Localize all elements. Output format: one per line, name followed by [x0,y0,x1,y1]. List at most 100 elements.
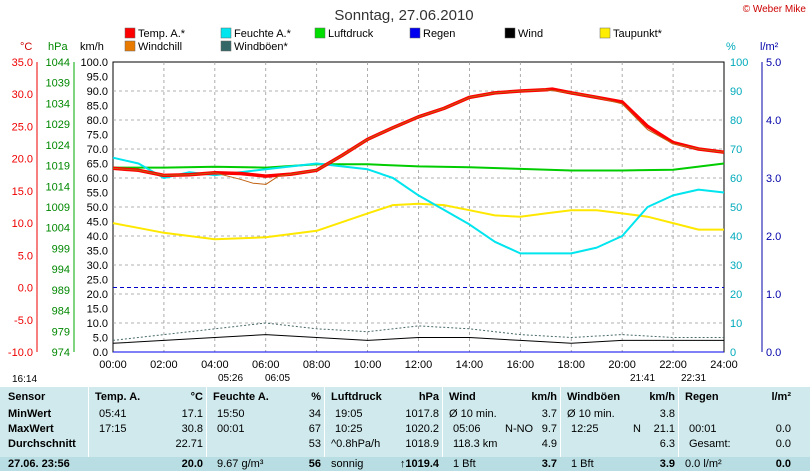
boeen-max-dir: N [633,423,641,435]
x-tick-label: 24:00 [710,359,738,371]
feuchte-unit: % [311,391,321,403]
humidity-tick-label: 60 [730,173,742,185]
wind-tick-label: 0.0 [93,347,108,359]
pressure-tick-label: 1039 [46,78,70,90]
wind-tick-label: 50.0 [87,202,108,214]
druck-max-time: 10:25 [335,423,363,435]
legend-swatch [504,27,516,39]
druck-trend: ^0.8hPa/h [331,438,381,450]
humidity-tick-label: 70 [730,144,742,156]
temp-tick-label: -10.0 [8,347,33,359]
series-line-wind [112,334,724,344]
series-line-luftdruck [113,162,725,172]
boeen-header: Windböen [567,391,621,403]
pressure-tick-label: 1044 [46,57,70,69]
temp-unit: °C [190,391,203,403]
time-marker-label: 21:41 [630,373,655,384]
wind-tick-label: 70.0 [87,144,108,156]
x-tick-label: 02:00 [150,359,178,371]
feuchte-min: 34 [308,408,321,420]
time-marker-label: 06:05 [265,373,290,384]
wind-tick-label: 55.0 [87,188,108,200]
wind-max-dir: N-NO [505,423,534,435]
feuchte-now: 56 [308,458,321,470]
wind-tick-label: 100.0 [80,57,108,69]
wind-avg10: 3.7 [541,408,557,420]
rain-tick-label: 1.0 [766,289,781,301]
axis-unit-pressure: hPa [48,41,68,53]
series-line-feuchte-a [112,156,725,255]
legend-label: Windböen* [234,41,289,53]
pressure-tick-label: 1004 [46,223,70,235]
boeen-avg10: 3.8 [659,408,675,420]
regen-total: 0.0 [775,438,791,450]
temp-tick-label: 0.0 [18,283,33,295]
legend-label: Luftdruck [328,28,374,40]
humidity-tick-label: 0 [730,347,736,359]
boeen-max: 21.1 [653,423,675,435]
druck-now: ↑1019.4 [399,458,439,470]
boeen-unit: km/h [649,391,675,403]
temp-avg: 22.71 [175,438,203,450]
druck-unit: hPa [418,391,439,403]
boeen-avg10-label: Ø 10 min. [567,408,615,420]
col-druck: Luftdruck hPa 19:05 1017.8 10:25 1020.2 … [324,387,443,471]
wind-tick-label: 35.0 [87,246,108,258]
rain-tick-label: 2.0 [766,231,781,243]
humidity-tick-label: 80 [730,115,742,127]
x-tick-label: 06:00 [252,359,280,371]
wind-unit: km/h [531,391,557,403]
col-regen: Regen l/m² 00:01 0.0 Gesamt: 0.0 0.0 l/m… [678,387,795,471]
druck-header: Luftdruck [331,391,382,403]
feuchte-avg: 53 [308,438,321,450]
pressure-tick-label: 984 [52,306,70,318]
legend-label: Feuchte A.* [234,28,292,40]
label-max: MaxWert [8,423,54,435]
label-min: MinWert [8,408,52,420]
temp-tick-label: 25.0 [12,121,33,133]
pressure-tick-label: 994 [52,264,70,276]
wind-avg10-label: Ø 10 min. [449,408,497,420]
x-tick-label: 04:00 [201,359,229,371]
pressure-tick-label: 1014 [46,181,70,193]
col-feuchte: Feuchte A. % 15:50 34 00:01 67 53 9.67 g… [206,387,325,471]
wind-tick-label: 95.0 [87,72,108,84]
pressure-tick-label: 1019 [46,161,70,173]
temp-tick-label: 10.0 [12,218,33,230]
axis-unit-humidity: % [726,41,736,53]
wind-now: 3.7 [541,458,557,470]
druck-weather: sonnig [331,458,364,470]
label-sensor: Sensor [8,391,46,403]
pressure-tick-label: 1009 [46,202,70,214]
pressure-tick-label: 1024 [46,140,70,152]
x-tick-label: 22:00 [659,359,687,371]
col-sensor: Sensor MinWert MaxWert Durchschnitt 27.0… [0,387,88,471]
temp-max-time: 17:15 [99,423,127,435]
regen-rate: 0.0 l/m² [685,458,722,470]
col-temp: Temp. A. °C 05:41 17.1 17:15 30.8 22.71 … [88,387,207,471]
wind-tick-label: 80.0 [87,115,108,127]
humidity-tick-label: 30 [730,260,742,272]
wind-max-time: 05:06 [453,423,481,435]
boeen-now: 3.9 [659,458,675,470]
wind-avg: 4.9 [541,438,557,450]
regen-total-label: Gesamt: [689,438,731,450]
temp-tick-label: 5.0 [18,250,33,262]
boeen-max-time: 12:25 [571,423,599,435]
feuchte-min-time: 15:50 [217,408,245,420]
temp-min-time: 05:41 [99,408,127,420]
x-tick-label: 12:00 [405,359,433,371]
wind-tick-label: 10.0 [87,318,108,330]
legend-swatch [220,27,232,39]
feuchte-max-time: 00:01 [217,423,245,435]
temp-header: Temp. A. [95,391,141,403]
chart-title: Sonntag, 27.06.2010 [334,7,473,24]
wind-tick-label: 75.0 [87,130,108,142]
temp-tick-label: 30.0 [12,89,33,101]
legend-label: Taupunkt* [613,28,663,40]
wind-tick-label: 25.0 [87,275,108,287]
rain-tick-label: 5.0 [766,57,781,69]
x-tick-label: 10:00 [354,359,382,371]
humidity-tick-label: 90 [730,86,742,98]
wind-tick-label: 30.0 [87,260,108,272]
